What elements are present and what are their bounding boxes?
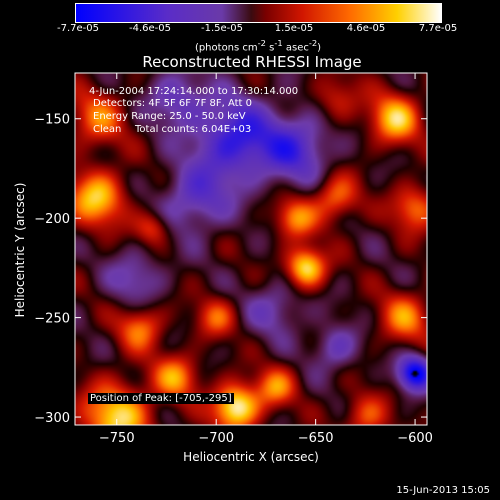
energy-range-text: Energy Range: 25.0 - 50.0 keV — [93, 111, 246, 122]
x-tick-label: −650 — [298, 431, 334, 446]
peak-position: Position of Peak: [-705,-295] — [88, 393, 234, 404]
colorbar-tick-label: -4.6e-05 — [129, 23, 171, 34]
plot-area: 4-Jun-2004 17:24:14.000 to 17:30:14.000 … — [75, 73, 427, 425]
colorbar-tick-label: 1.5e-05 — [274, 23, 314, 34]
plot-frame — [74, 72, 428, 426]
clean-text: Clean — [93, 124, 122, 135]
y-tick-label: −250 — [34, 312, 70, 327]
time-range-text: 4-Jun-2004 17:24:14.000 to 17:30:14.000 — [89, 86, 299, 97]
chart-title: Reconstructed RHESSI Image — [142, 53, 362, 71]
x-tick-label: −700 — [198, 431, 234, 446]
x-tick-label: −750 — [99, 431, 135, 446]
x-axis-label: Heliocentric X (arcsec) — [183, 450, 319, 464]
colorbar-tick-label: -1.5e-05 — [201, 23, 243, 34]
peak-label: Position of Peak: — [90, 393, 173, 404]
y-tick-label: −200 — [34, 212, 70, 227]
colorbar-tick-label: -7.7e-05 — [57, 23, 99, 34]
colorbar-units: (photons cm-2 s-1 asec-2) — [194, 38, 322, 54]
timestamp: 15-Jun-2013 15:05 — [396, 485, 490, 496]
detectors-text: Detectors: 4F 5F 6F 7F 8F, Att 0 — [93, 98, 253, 109]
x-tick-label: −600 — [397, 431, 433, 446]
colorbar-tick-label: 4.6e-05 — [346, 23, 386, 34]
colorbar-tick-label: 7.7e-05 — [418, 23, 458, 34]
y-tick-label: −150 — [34, 113, 70, 128]
total-counts-text: Total counts: 6.04E+03 — [135, 124, 252, 135]
heatmap-image — [75, 73, 427, 425]
y-tick-label: −300 — [34, 411, 70, 426]
colorbar — [75, 3, 442, 23]
y-axis-label: Heliocentric Y (arcsec) — [13, 182, 27, 318]
peak-value: [-705,-295] — [175, 393, 232, 404]
